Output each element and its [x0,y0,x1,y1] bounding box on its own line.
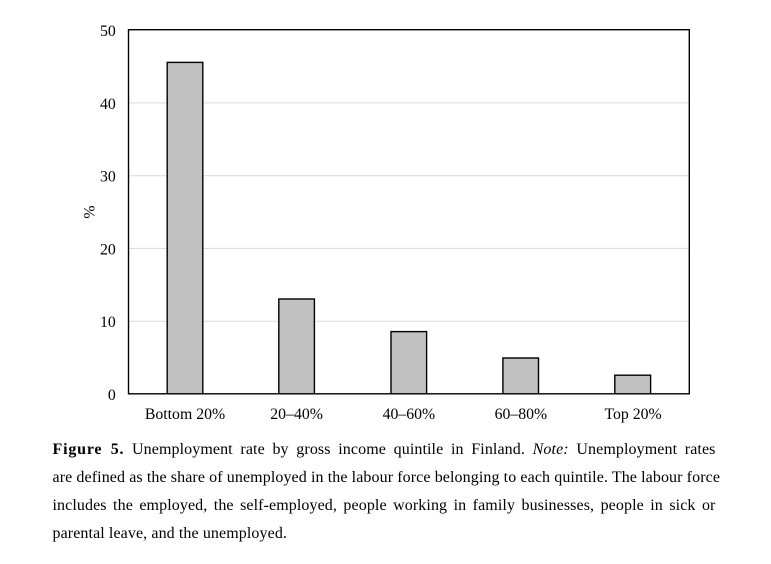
svg-text:30: 30 [100,169,116,186]
svg-text:10: 10 [100,314,116,331]
svg-text:50: 50 [100,23,116,40]
svg-text:20: 20 [100,241,116,258]
svg-text:60–80%: 60–80% [495,406,548,423]
svg-text:40–60%: 40–60% [383,406,436,423]
svg-text:40: 40 [100,96,116,113]
svg-text:20–40%: 20–40% [270,406,323,423]
svg-text:%: % [81,205,98,218]
svg-text:Bottom 20%: Bottom 20% [145,406,225,423]
svg-text:Top 20%: Top 20% [604,406,661,423]
svg-text:0: 0 [108,387,116,404]
